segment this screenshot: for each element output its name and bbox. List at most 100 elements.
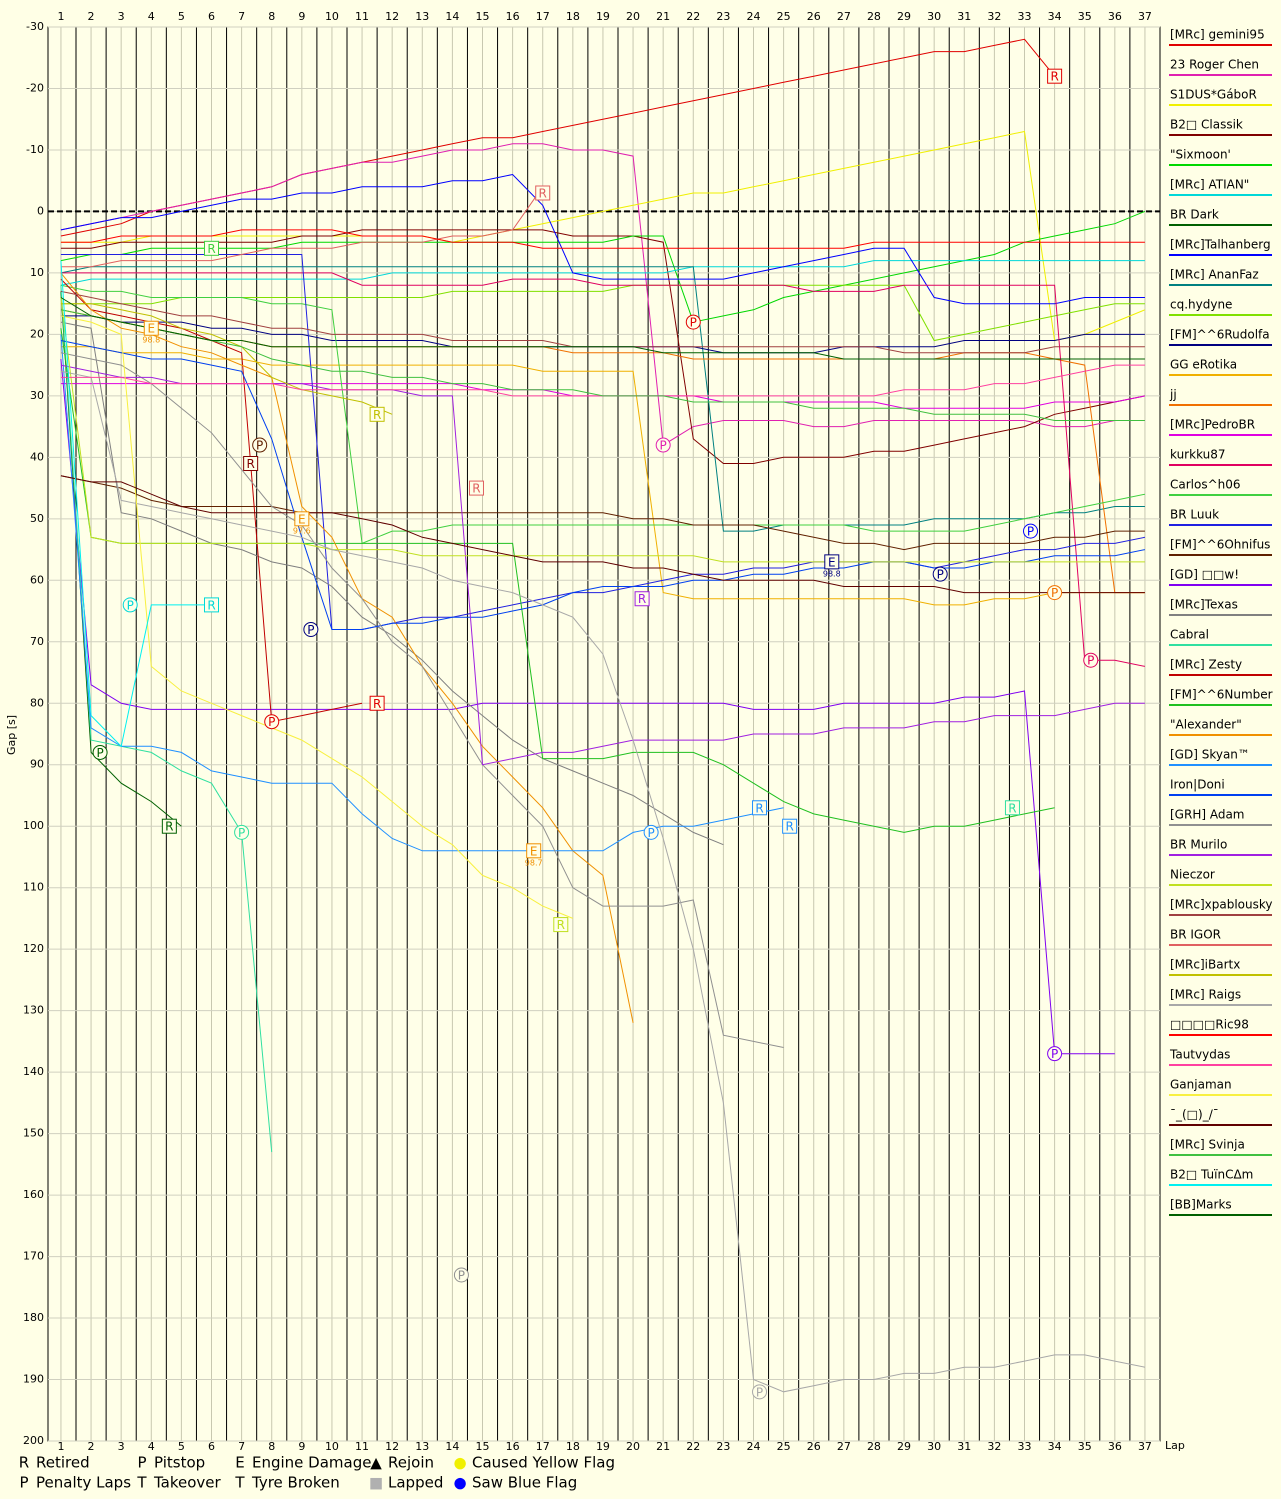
legend-label: [MRc]PedroBR — [1170, 418, 1255, 432]
series-line — [60, 334, 784, 852]
y-axis-title: Gap [s] — [5, 715, 18, 755]
x-tick-label: 29 — [897, 10, 911, 23]
marker-symbol: P — [458, 1269, 465, 1283]
series-line — [60, 475, 1145, 594]
marker-shape — [932, 566, 948, 582]
marker-shape — [303, 621, 319, 637]
legend-label: [FM]^^6Rudolfa — [1170, 328, 1270, 342]
event-marker: P — [932, 566, 948, 582]
series-line — [60, 358, 1115, 1055]
symbol-legend-icon: P — [19, 1474, 28, 1492]
series-line — [60, 340, 1145, 630]
symbol-legend-label: Takeover — [153, 1474, 222, 1492]
marker-shape — [685, 314, 701, 330]
x-tick-label: 37 — [1138, 1440, 1152, 1453]
x-tick-label: 27 — [837, 1440, 851, 1453]
marker-shape — [526, 843, 542, 859]
symbol-legend-label: Rejoin — [388, 1454, 434, 1472]
event-marker: E98.8 — [823, 554, 841, 578]
x-tick-label: 32 — [987, 1440, 1001, 1453]
x-tick-label: 8 — [268, 1440, 275, 1453]
plot-area — [47, 26, 1161, 1442]
event-marker: E98.8 — [142, 320, 160, 345]
x-tick-label: 24 — [747, 10, 761, 23]
marker-shape — [535, 185, 551, 201]
symbol-legend: R Retired P Pitstop E Engine Damage▲ Rejoin ● Ca… — [19, 1454, 615, 1492]
legend-label: BR Luuk — [1170, 508, 1219, 522]
marker-shape — [643, 824, 659, 840]
y-tick-label: 180 — [23, 1311, 44, 1324]
legend-label: BR IGOR — [1170, 928, 1221, 942]
x-tick-label: 2 — [88, 1440, 95, 1453]
event-marker: P — [122, 597, 138, 613]
event-marker: P — [234, 824, 250, 840]
marker-symbol: P — [690, 316, 697, 330]
marker-shape — [252, 437, 268, 453]
x-tick-label: 21 — [656, 1440, 670, 1453]
x-tick-label: 14 — [445, 1440, 459, 1453]
x-tick-label: 32 — [987, 10, 1001, 23]
legend-label: Ganjaman — [1170, 1078, 1232, 1092]
legend-label: Nieczor — [1170, 868, 1215, 882]
legend-label: jj — [1169, 388, 1177, 402]
symbol-legend-label: Tyre Broken — [251, 1474, 340, 1492]
marker-shape — [634, 591, 650, 607]
x-tick-label: 12 — [385, 1440, 399, 1453]
marker-shape — [204, 597, 220, 613]
x-tick-label: 35 — [1078, 1440, 1092, 1453]
marker-symbol: R — [165, 820, 173, 834]
series-line — [60, 266, 1145, 532]
y-tick-label: -20 — [26, 81, 44, 94]
x-tick-label: 25 — [777, 10, 791, 23]
marker-shape — [243, 455, 259, 471]
series-line — [60, 272, 1146, 667]
grid — [48, 26, 1161, 1442]
marker-label: 98.8 — [142, 336, 160, 345]
marker-symbol: P — [307, 623, 314, 637]
x-tick-label: 6 — [208, 1440, 215, 1453]
marker-shape — [1023, 523, 1039, 539]
event-marker: P — [752, 1384, 768, 1400]
series-line — [60, 475, 1145, 551]
marker-shape — [1083, 652, 1099, 668]
x-tick-label: 7 — [238, 10, 245, 23]
legend-label: Cabral — [1170, 628, 1209, 642]
y-tick-label: 20 — [30, 327, 44, 340]
legend-label: [MRc] AnanFaz — [1170, 268, 1259, 282]
x-tick-label: 13 — [415, 1440, 429, 1453]
marker-label: 97.6 — [293, 526, 311, 535]
series-line — [60, 370, 1145, 1393]
x-tick-label: 20 — [626, 10, 640, 23]
legend-label: [FM]^^6Number — [1170, 688, 1273, 702]
marker-symbol: R — [755, 801, 763, 815]
y-tick-label: 40 — [30, 450, 44, 463]
symbol-legend-label: Penalty Laps — [36, 1474, 131, 1492]
legend-label: [BB]Marks — [1170, 1198, 1232, 1212]
x-tick-label: 31 — [957, 1440, 971, 1453]
series-line — [60, 315, 573, 919]
symbol-legend-icon: ● — [453, 1474, 466, 1492]
series-line — [60, 285, 273, 1153]
marker-shape — [1047, 68, 1063, 84]
y-tick-label: 160 — [23, 1188, 44, 1201]
series-line — [60, 297, 1145, 563]
event-marker: R — [634, 591, 650, 607]
marker-shape — [1004, 800, 1020, 816]
legend: [MRc] gemini95 23 Roger Chen S1DUS*GáboR B2… — [1169, 28, 1273, 1216]
axes: 1122334455667788991010111112121313141415… — [23, 10, 1152, 1453]
symbol-legend-icon: R — [19, 1454, 29, 1472]
series-line — [60, 130, 1146, 342]
marker-label: 98.7 — [525, 858, 543, 867]
symbol-legend-label: Retired — [36, 1454, 90, 1472]
series-line — [60, 352, 784, 1048]
symbol-legend-icon: T — [136, 1474, 147, 1492]
symbol-legend-icon: T — [234, 1474, 245, 1492]
x-tick-label: 29 — [897, 1440, 911, 1453]
event-marker: P — [252, 437, 268, 453]
event-marker: R — [369, 695, 385, 711]
y-tick-label: 10 — [30, 266, 44, 279]
marker-symbol: R — [638, 592, 646, 606]
event-marker: R — [782, 818, 798, 834]
